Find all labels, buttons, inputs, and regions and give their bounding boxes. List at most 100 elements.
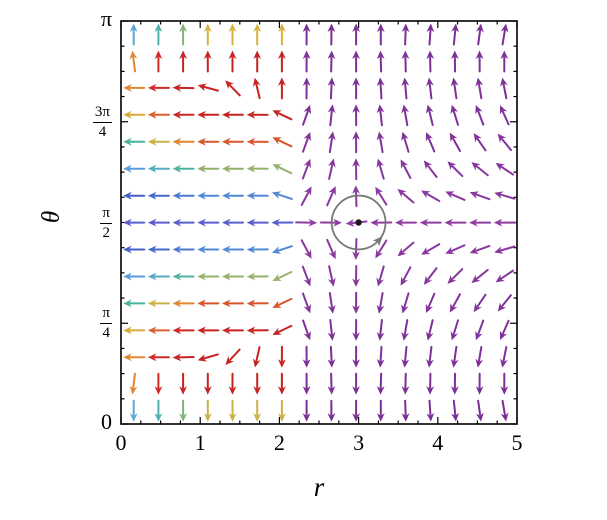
flow-arrow <box>469 218 492 227</box>
flow-arrow <box>295 218 318 227</box>
flow-arrowhead-icon <box>500 386 509 395</box>
flow-arrow-shaft <box>132 372 136 389</box>
flow-arrow <box>272 164 293 175</box>
flow-arrowhead-icon <box>375 249 384 259</box>
flow-arrow <box>123 326 146 335</box>
flow-arrow <box>129 372 138 395</box>
flow-arrow-shaft <box>428 399 432 416</box>
flow-arrowhead-icon <box>154 50 163 59</box>
flow-arrow <box>147 272 170 281</box>
flow-arrow <box>123 137 146 146</box>
flow-arrowhead-icon <box>475 77 484 87</box>
flow-arrowhead-icon <box>303 158 311 169</box>
flow-arrowhead-icon <box>425 331 434 341</box>
flow-arrow-shaft <box>476 293 487 308</box>
flow-arrow <box>376 77 385 100</box>
flow-arrowhead-icon <box>172 110 182 119</box>
flow-arrow <box>493 218 516 227</box>
flow-arrowhead-icon <box>471 162 481 171</box>
flow-arrowhead-icon <box>426 386 435 395</box>
flow-arrowhead-icon <box>500 50 509 59</box>
flow-arrow <box>445 244 466 254</box>
flow-arrow-shaft <box>499 245 516 252</box>
flow-arrowhead-icon <box>419 218 429 227</box>
flow-arrowhead-icon <box>147 245 157 254</box>
flow-arrow <box>179 372 188 395</box>
flow-arrowhead-icon <box>272 137 282 145</box>
flow-arrowhead-icon <box>376 77 385 87</box>
y-axis-label: θ <box>38 210 65 223</box>
flow-arrowhead-icon <box>172 137 182 146</box>
flow-arrowhead-icon <box>401 131 409 142</box>
flow-arrow <box>425 104 434 127</box>
flow-arrowhead-icon <box>401 23 410 33</box>
flow-arrowhead-icon <box>172 353 182 362</box>
flow-arrow <box>370 218 393 227</box>
flow-arrow <box>147 137 170 146</box>
flow-arrowhead-icon <box>395 218 404 227</box>
flow-arrow-shaft <box>401 192 415 204</box>
flow-arrowhead-icon <box>272 327 282 335</box>
flow-arrowhead-icon <box>172 326 182 335</box>
flow-arrow <box>494 191 516 200</box>
flow-arrowhead-icon <box>327 331 336 341</box>
flow-arrowhead-icon <box>376 359 385 368</box>
flow-arrowhead-icon <box>253 50 262 59</box>
flow-arrow-shaft <box>428 345 433 362</box>
flow-arrow <box>203 50 212 73</box>
flow-arrow <box>300 186 312 206</box>
flow-arrowhead-icon <box>147 110 157 119</box>
flow-arrow <box>253 23 262 46</box>
flow-arrow <box>376 292 385 314</box>
flow-arrow <box>277 399 286 422</box>
flow-arrow <box>129 23 138 46</box>
flow-arrow <box>352 158 360 181</box>
flow-arrow-shaft <box>302 110 309 126</box>
flow-arrowhead-icon <box>222 191 231 200</box>
flow-arrow <box>277 23 286 46</box>
flow-arrowhead-icon <box>147 299 157 308</box>
flow-arrowhead-icon <box>271 218 280 227</box>
flow-arrow <box>476 399 484 422</box>
flow-arrowhead-icon <box>426 50 435 60</box>
counterclockwise-arrowhead <box>372 236 383 247</box>
fixed-point-dot <box>355 219 362 226</box>
flow-arrow <box>228 23 237 46</box>
flow-arrow <box>253 372 262 395</box>
flow-arrow <box>352 372 360 395</box>
flow-arrow <box>172 272 195 281</box>
flow-arrow-shaft <box>452 293 461 308</box>
flow-arrowhead-icon <box>447 275 457 284</box>
flow-arrow <box>447 161 464 178</box>
flow-arrow <box>272 110 293 121</box>
flow-arrow-shaft <box>452 399 457 416</box>
flow-arrowhead-icon <box>400 159 409 169</box>
flow-arrow-shaft <box>501 110 510 126</box>
flow-arrowhead-icon <box>423 160 433 170</box>
flow-arrowhead-icon <box>426 77 434 87</box>
flow-arrowhead-icon <box>246 218 256 227</box>
flow-arrowhead-icon <box>246 137 256 146</box>
flow-arrowhead-icon <box>302 359 311 368</box>
flow-arrowhead-icon <box>423 275 433 285</box>
flow-arrow <box>327 372 336 395</box>
flow-arrowhead-icon <box>302 413 311 422</box>
flow-arrow <box>302 50 311 73</box>
flow-arrow <box>328 265 336 287</box>
flow-arrow <box>425 319 434 341</box>
flow-arrow <box>397 188 415 204</box>
flow-arrowhead-icon <box>473 302 482 313</box>
flow-arrowhead-icon <box>500 23 509 33</box>
flow-arrow <box>197 326 220 335</box>
flow-arrow-shaft <box>450 244 466 252</box>
flow-arrow <box>426 77 434 100</box>
flow-arrowhead-icon <box>129 413 138 422</box>
flow-arrow <box>447 268 464 284</box>
flow-arrow-shaft <box>451 268 464 280</box>
flow-arrow <box>444 218 467 227</box>
flow-arrow <box>401 292 410 314</box>
flow-arrow-shaft <box>428 319 434 335</box>
flow-arrow <box>147 218 170 227</box>
flow-arrow-shaft <box>426 243 441 253</box>
flow-arrow <box>277 77 286 100</box>
